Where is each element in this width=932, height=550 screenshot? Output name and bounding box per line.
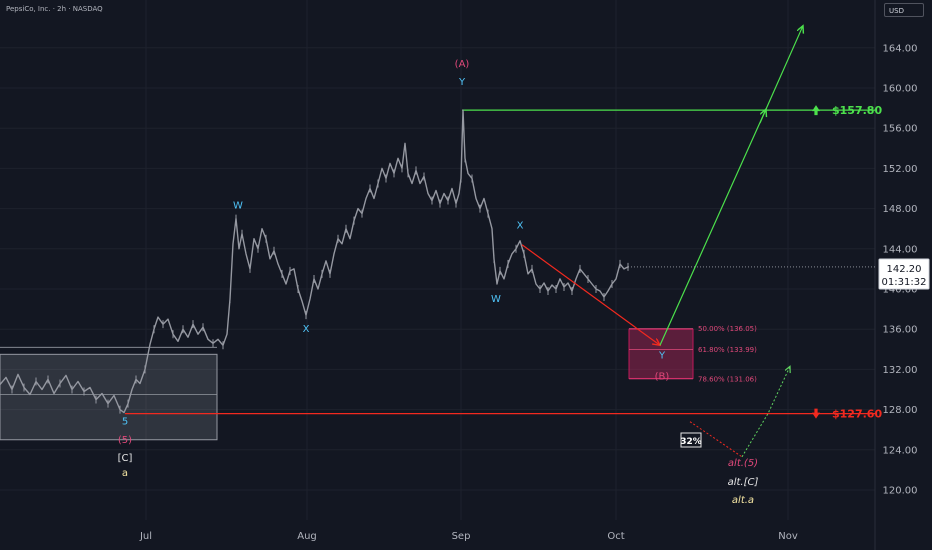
wave-label: alt.(5) bbox=[728, 458, 758, 469]
wave-label: (5) bbox=[118, 435, 132, 446]
support-price-label: $127.60 bbox=[832, 408, 882, 421]
y-tick-label: 136.00 bbox=[883, 325, 918, 336]
y-tick-label: 156.00 bbox=[883, 124, 918, 135]
wave-label: X bbox=[517, 221, 524, 232]
projection-arrowhead bbox=[759, 109, 766, 124]
x-tick-label: Aug bbox=[297, 531, 317, 542]
last-price-value: 142.20 bbox=[887, 264, 922, 275]
y-tick-label: 140.00 bbox=[883, 285, 918, 296]
wave-label: 5 bbox=[122, 417, 128, 428]
wave-label: W bbox=[491, 294, 501, 305]
wave-label: Y bbox=[458, 77, 466, 88]
corrective-path-arrow bbox=[521, 244, 660, 346]
probability-badge bbox=[680, 432, 702, 448]
y-tick-label: 124.00 bbox=[883, 445, 918, 456]
wave-label: alt.a bbox=[732, 495, 754, 506]
probability-label: 32% bbox=[680, 437, 702, 447]
y-tick-label: 144.00 bbox=[883, 244, 918, 255]
y-tick-label: 152.00 bbox=[883, 164, 918, 175]
chart-title: PepsiCo, Inc. · 2h · NASDAQ bbox=[6, 5, 103, 13]
arrow-down-icon bbox=[812, 408, 820, 419]
y-tick-label: 164.00 bbox=[883, 43, 918, 54]
wave-label: X bbox=[303, 324, 310, 335]
y-tick-label: 120.00 bbox=[883, 486, 918, 497]
target-zone bbox=[628, 328, 694, 379]
x-tick-label: Jul bbox=[139, 531, 152, 542]
x-tick-label: Oct bbox=[607, 531, 624, 542]
y-tick-label: 148.00 bbox=[883, 204, 918, 215]
fib-label: 78.60% (131.06) bbox=[698, 375, 757, 383]
last-price-box bbox=[878, 258, 930, 290]
wave-label: a bbox=[122, 468, 128, 479]
wave-label: (A) bbox=[455, 59, 470, 70]
resistance-price-label: $157.80 bbox=[832, 104, 882, 117]
x-tick-label: Sep bbox=[452, 531, 471, 542]
wave-label: W bbox=[233, 201, 243, 212]
wave-label: [C] bbox=[118, 453, 133, 464]
wave-label: (B) bbox=[655, 371, 670, 382]
alt-path-down bbox=[689, 421, 743, 458]
fib-label: 61.80% (133.99) bbox=[698, 346, 757, 354]
wave-label: alt.[C] bbox=[728, 477, 759, 488]
wave-label: Y bbox=[658, 350, 666, 361]
bar-countdown: 01:31:32 bbox=[882, 277, 927, 288]
alt-path-up bbox=[741, 366, 790, 458]
fib-label: 50.00% (136.05) bbox=[698, 325, 757, 333]
currency-button[interactable]: USD bbox=[884, 3, 924, 17]
y-tick-label: 128.00 bbox=[883, 405, 918, 416]
y-tick-label: 132.00 bbox=[883, 365, 918, 376]
x-tick-label: Nov bbox=[778, 531, 798, 542]
y-tick-label: 160.00 bbox=[883, 84, 918, 95]
arrow-up-icon bbox=[812, 105, 820, 116]
range-box bbox=[0, 353, 218, 441]
